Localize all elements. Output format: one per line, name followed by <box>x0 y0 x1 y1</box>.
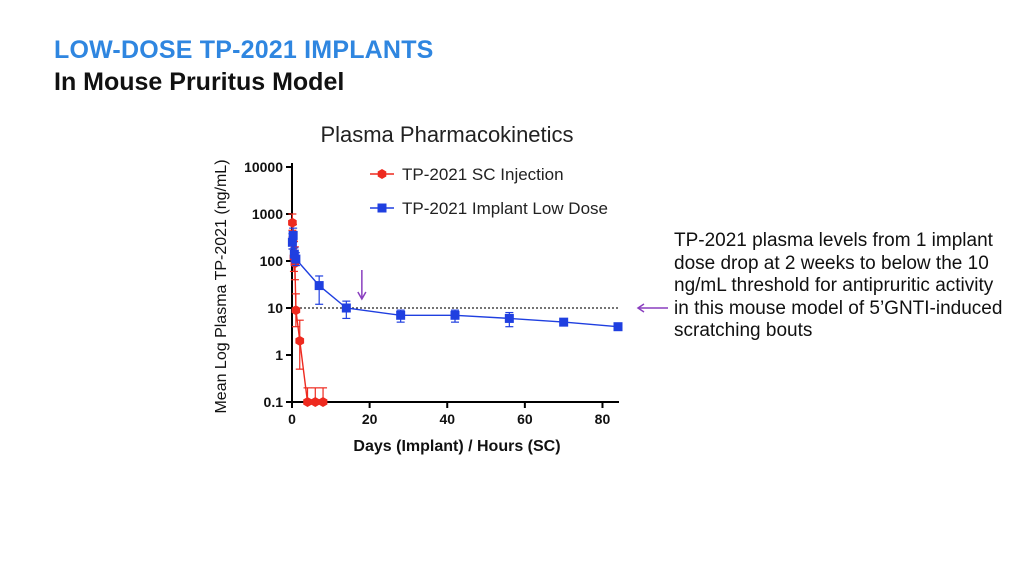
series-layer <box>287 213 623 407</box>
slide-subtitle: In Mouse Pruritus Model <box>54 68 345 96</box>
y-tick-label: 10000 <box>244 159 283 175</box>
y-tick-label: 0.1 <box>264 394 284 410</box>
x-tick-label: 80 <box>595 411 611 427</box>
x-axis-label: Days (Implant) / Hours (SC) <box>353 438 560 455</box>
x-tick-label: 20 <box>362 411 378 427</box>
y-tick-label: 1000 <box>252 206 283 222</box>
data-point <box>377 203 387 213</box>
data-point <box>396 310 406 320</box>
data-point <box>288 230 298 240</box>
x-tick-label: 40 <box>439 411 455 427</box>
data-point <box>613 322 623 332</box>
y-tick-label: 10 <box>267 300 283 316</box>
axes: 0.1 1 10 100 1000 10000 0 20 40 60 80 <box>244 159 619 427</box>
annotation-arrowhead <box>357 291 367 301</box>
data-point <box>377 169 387 179</box>
x-tick-label: 60 <box>517 411 533 427</box>
legend-label: TP-2021 SC Injection <box>402 165 564 184</box>
series-implant-low-dose <box>287 227 623 332</box>
x-tick-label: 0 <box>288 411 296 427</box>
data-point <box>288 217 297 228</box>
data-point <box>289 249 299 259</box>
data-point <box>311 397 320 407</box>
data-point <box>314 281 324 291</box>
data-point <box>341 303 351 313</box>
slide-title: LOW-DOSE TP-2021 IMPLANTS <box>54 36 434 64</box>
legend-label: TP-2021 Implant Low Dose <box>402 199 608 218</box>
data-point <box>559 317 569 327</box>
y-tick-label: 1 <box>275 347 283 363</box>
data-point <box>287 237 297 247</box>
data-point <box>295 335 305 346</box>
pk-chart: Plasma Pharmacokinetics Mean Log Plasma … <box>213 122 623 455</box>
y-axis-label: Mean Log Plasma TP-2021 (ng/mL) <box>213 159 230 413</box>
data-point <box>504 313 514 323</box>
data-point <box>291 305 301 316</box>
data-point <box>291 254 301 264</box>
threshold-line <box>292 270 620 309</box>
callout-arrow-icon <box>636 303 668 313</box>
data-point <box>450 310 460 320</box>
y-tick-label: 100 <box>260 253 284 269</box>
chart-title: Plasma Pharmacokinetics <box>320 122 573 147</box>
legend: TP-2021 SC Injection TP-2021 Implant Low … <box>370 165 608 218</box>
data-point <box>318 397 328 407</box>
data-point <box>303 397 312 407</box>
callout-text: TP-2021 plasma levels from 1 implant dos… <box>674 230 1003 341</box>
